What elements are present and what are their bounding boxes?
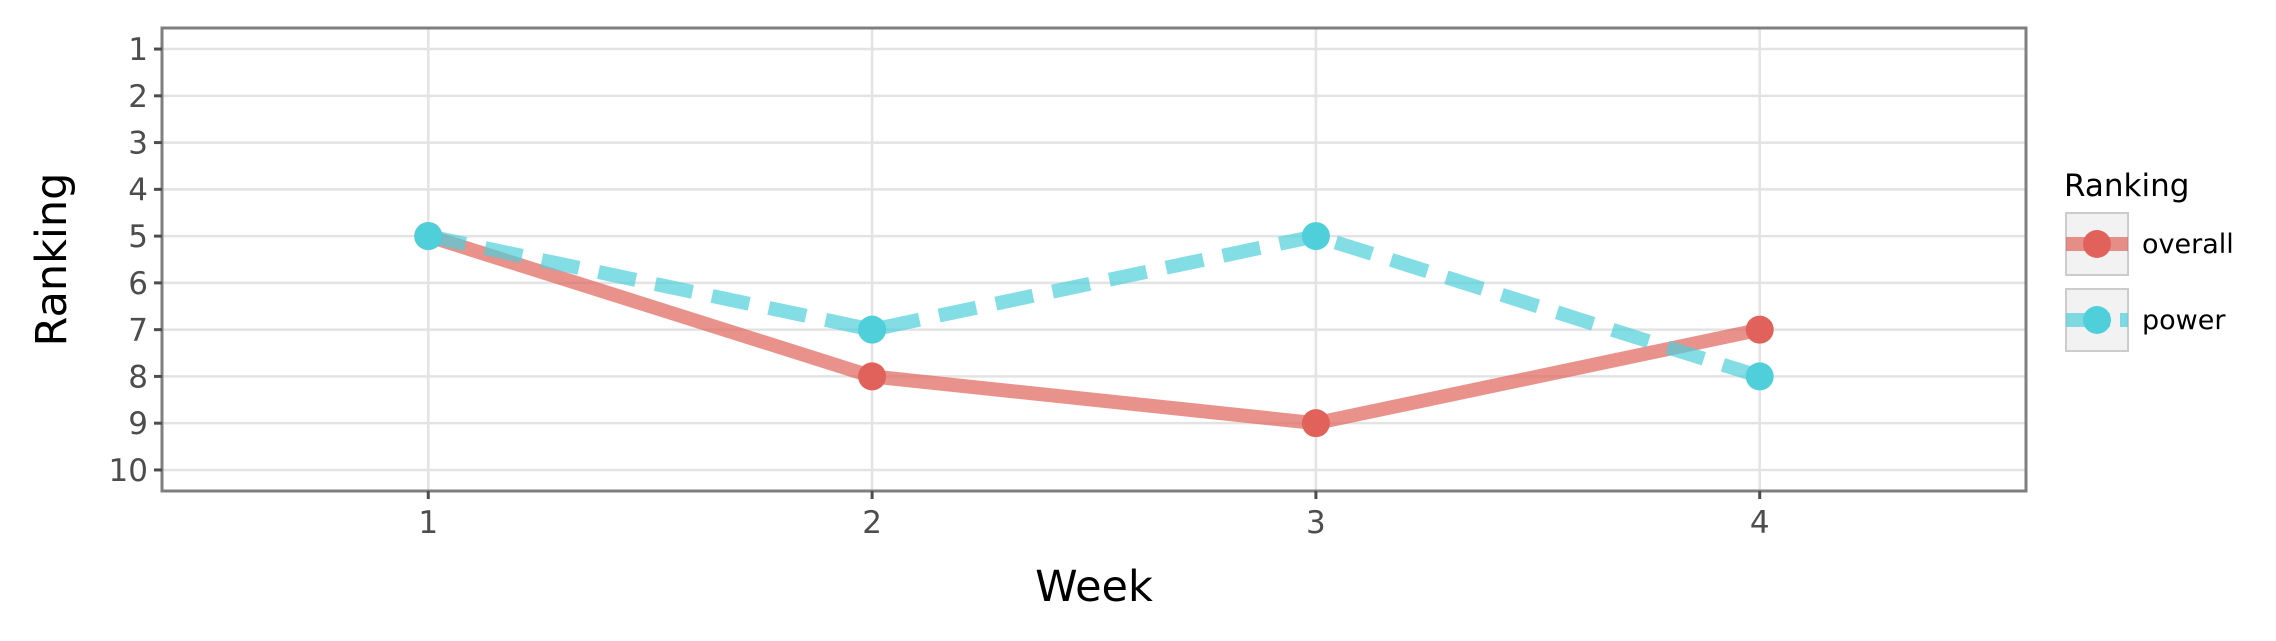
legend-key-point bbox=[2083, 230, 2111, 258]
legend-item-overall: overall bbox=[2065, 212, 2234, 276]
y-tick-label: 4 bbox=[128, 172, 148, 208]
data-point-overall bbox=[1301, 409, 1330, 438]
data-point-power bbox=[1301, 222, 1330, 251]
legend-items: overall power bbox=[2065, 212, 2234, 352]
data-point-power bbox=[858, 315, 887, 344]
data-point-overall bbox=[858, 362, 887, 391]
x-tick-label: 2 bbox=[862, 505, 882, 541]
legend: Ranking overall power bbox=[2064, 168, 2234, 352]
axes: 1 2 3 4 5 6 7 8 9 10 1 2 3 4 bbox=[109, 32, 1770, 541]
data-point-overall bbox=[1745, 315, 1774, 344]
y-tick-label: 6 bbox=[128, 266, 148, 302]
y-tick-label: 1 bbox=[128, 32, 148, 68]
x-tick-label: 3 bbox=[1306, 505, 1326, 541]
y-tick-label: 7 bbox=[128, 313, 148, 349]
legend-title: Ranking bbox=[2064, 168, 2189, 204]
series-power bbox=[426, 229, 1762, 384]
y-tick-label: 3 bbox=[128, 126, 148, 162]
legend-label: power bbox=[2142, 305, 2226, 336]
y-tick-label: 9 bbox=[128, 406, 148, 442]
data-point-power bbox=[414, 222, 443, 251]
data-point-power bbox=[1745, 362, 1774, 391]
y-tick-label: 2 bbox=[128, 79, 148, 115]
series-points-power bbox=[414, 222, 1774, 391]
grid-lines bbox=[162, 28, 2026, 491]
x-tick-label: 1 bbox=[418, 505, 438, 541]
x-tick-label: 4 bbox=[1750, 505, 1770, 541]
legend-label: overall bbox=[2142, 229, 2234, 260]
series-line-overall bbox=[426, 229, 1762, 431]
legend-key-point bbox=[2083, 306, 2111, 334]
y-tick-label: 8 bbox=[128, 359, 148, 395]
series-points-overall bbox=[414, 222, 1774, 438]
plot-panel-border bbox=[160, 26, 2028, 493]
legend-item-power: power bbox=[2065, 288, 2226, 352]
series-overall bbox=[426, 229, 1762, 431]
series-lines bbox=[414, 222, 1774, 438]
y-axis-title: Ranking bbox=[27, 173, 77, 347]
y-tick-label: 10 bbox=[109, 453, 148, 489]
series-line-power bbox=[426, 229, 1762, 384]
x-axis-title: Week bbox=[1035, 562, 1153, 612]
y-tick-label: 5 bbox=[128, 219, 148, 255]
